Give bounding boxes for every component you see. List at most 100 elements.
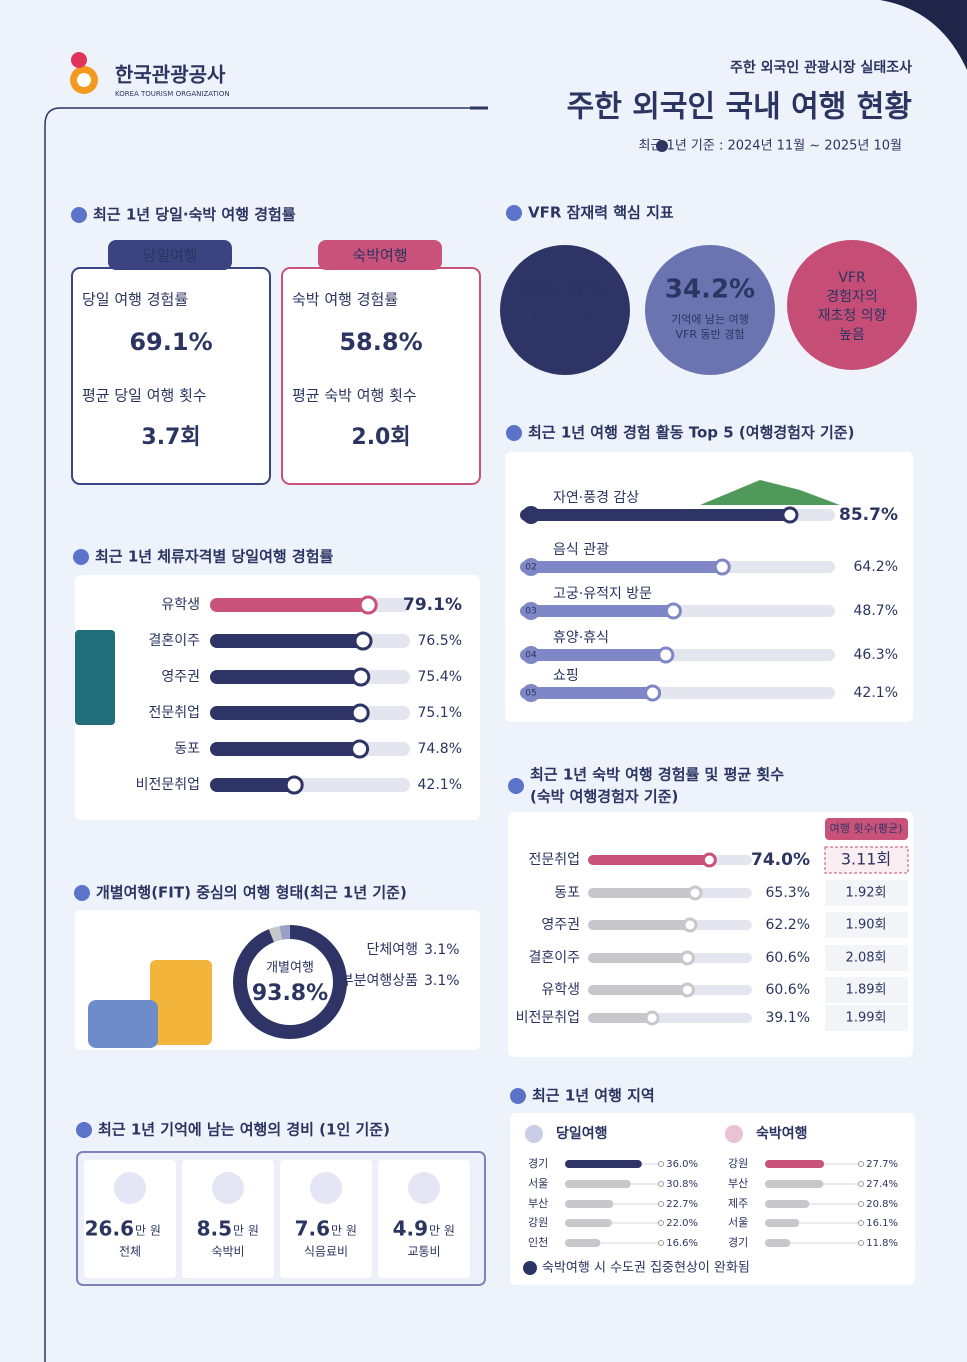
card-label: 평균 숙박 여행 횟수 (292, 387, 417, 405)
cost-unit: 만 원 (233, 1224, 259, 1238)
value-label: 76.5% (418, 633, 462, 649)
value-label: 74.0% (751, 850, 810, 870)
value-label: 16.1% (866, 1218, 898, 1229)
bar-dot (687, 885, 703, 901)
cost-label: 전체 (119, 1245, 141, 1259)
group-icon (725, 1125, 743, 1143)
bar-dot (350, 703, 370, 723)
count-value: 1.99회 (846, 1011, 887, 1026)
bar (520, 649, 666, 661)
section-title: 개별여행(FIT) 중심의 여행 형태(최근 1년 기준) (96, 884, 407, 902)
card-label: 당일 여행 경험률 (82, 291, 188, 309)
category-label: 비전문취업 (516, 1010, 580, 1026)
donut-name: 개별여행 (266, 960, 314, 976)
rank (522, 684, 540, 702)
mountain (700, 480, 840, 505)
value-label: 27.4% (866, 1179, 898, 1190)
note: 숙박여행 시 수도권 집중현상이 완화됨 (542, 1260, 750, 1276)
section-icon (506, 205, 522, 221)
category-label: 제주 (728, 1197, 748, 1210)
card-label: 숙박 여행 경험률 (292, 291, 398, 309)
cost-card (280, 1160, 372, 1278)
vfr-circle (787, 240, 917, 370)
bar-end (658, 1220, 664, 1226)
bar (588, 1013, 653, 1023)
logo-sub: KOREA TOURISM ORGANIZATION (115, 90, 230, 98)
bar-dot (679, 950, 695, 966)
value-label: 42.1% (418, 777, 462, 793)
card-value: 3.7회 (141, 425, 200, 450)
count-value: 1.89회 (846, 983, 887, 998)
bar-end (658, 1161, 664, 1167)
segment-label: 3.1% (424, 942, 460, 958)
count-value: 3.11회 (841, 850, 891, 869)
vfr-value: 66.3% (520, 275, 610, 305)
group-name: 숙박여행 (756, 1125, 808, 1142)
bar (210, 778, 295, 792)
value-label: 75.4% (418, 669, 462, 685)
cost-label: 식음료비 (304, 1245, 348, 1259)
card-tab-label: 숙박여행 (352, 247, 407, 265)
rank (522, 602, 540, 620)
card-value: 69.1% (129, 328, 212, 356)
bar-end (858, 1201, 864, 1207)
count-box (825, 880, 908, 906)
card-value: 2.0회 (351, 425, 410, 450)
bar-dot (701, 852, 717, 868)
value-label: 62.2% (766, 917, 810, 933)
note-icon (523, 1261, 537, 1275)
bar-dot (657, 646, 675, 664)
value-label: 20.8% (866, 1199, 898, 1210)
bar-dot (284, 775, 304, 795)
luggage (88, 1000, 158, 1048)
category-label: 비전문취업 (136, 777, 200, 793)
value-label: 46.3% (854, 647, 898, 663)
card-tab-label: 당일여행 (142, 247, 197, 265)
value-label: 22.0% (666, 1218, 698, 1229)
section-icon (510, 1088, 526, 1104)
logo (77, 73, 91, 87)
section-icon (508, 778, 524, 794)
segment-name: 부분여행상품 (341, 973, 418, 989)
cost-icon (310, 1172, 342, 1204)
value-label: 11.8% (866, 1238, 898, 1249)
count-box (825, 945, 908, 971)
bar-end (858, 1220, 864, 1226)
value-label: 48.7% (854, 603, 898, 619)
bar-dot (713, 558, 731, 576)
panel (508, 812, 913, 1057)
category-label: 전문취업 (148, 705, 200, 721)
vfr-label: 기억에 남는 여행 (671, 313, 749, 326)
bar (565, 1180, 631, 1188)
bar (765, 1219, 800, 1227)
card-value: 58.8% (339, 328, 422, 356)
bar-end (658, 1240, 664, 1246)
cost-icon (212, 1172, 244, 1204)
value-label: 16.6% (666, 1238, 698, 1249)
section-title: 최근 1년 체류자격별 당일여행 경험률 (95, 548, 334, 566)
value-label: 30.8% (666, 1179, 698, 1190)
bar (565, 1219, 612, 1227)
section-title: VFR 잠재력 핵심 지표 (528, 204, 674, 222)
count-value: 1.90회 (846, 918, 887, 933)
category-label: 서울 (728, 1216, 748, 1229)
vfr-label: VFR 동반 경험 (676, 328, 745, 341)
category-label: 서울 (528, 1177, 548, 1190)
section-icon (71, 207, 87, 223)
vfr-label: 재초청 의향 (818, 308, 887, 324)
segment-name: 단체여행 (366, 942, 418, 958)
category-label: 결혼이주 (528, 950, 580, 966)
rank (522, 506, 540, 524)
value-label: 39.1% (766, 1010, 810, 1026)
cost-label: 교통비 (407, 1245, 440, 1259)
category-label: 강원 (528, 1216, 548, 1229)
bar (765, 1180, 824, 1188)
section-title: 최근 1년 당일·숙박 여행 경험률 (93, 206, 296, 224)
category-label: 음식 관광 (553, 542, 609, 558)
bar (565, 1200, 614, 1208)
count-value: 2.08회 (846, 951, 887, 966)
bar (565, 1160, 642, 1168)
bar (765, 1200, 810, 1208)
bar (520, 605, 674, 617)
